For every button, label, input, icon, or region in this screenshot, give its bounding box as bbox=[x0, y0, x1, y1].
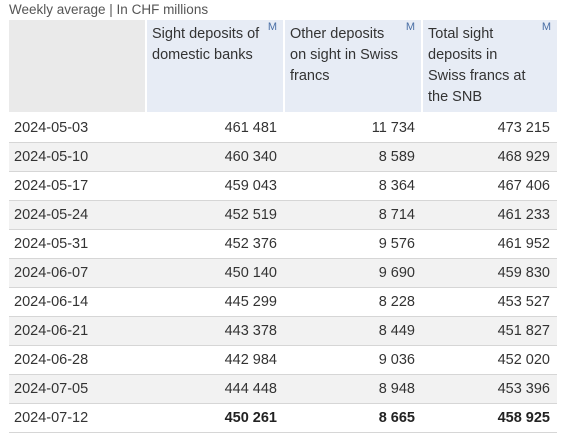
domestic-banks-cell: 442 984 bbox=[146, 345, 284, 375]
domestic-banks-cell: 443 378 bbox=[146, 316, 284, 346]
date-cell: 2024-06-14 bbox=[9, 287, 146, 317]
total-deposits-cell: 473 215 bbox=[422, 112, 557, 143]
other-deposits-cell: 8 665 bbox=[284, 403, 422, 433]
domestic-banks-cell: 445 299 bbox=[146, 287, 284, 317]
domestic-banks-cell: 444 448 bbox=[146, 374, 284, 404]
other-deposits-cell: 8 948 bbox=[284, 374, 422, 404]
total-deposits-cell: 461 952 bbox=[422, 229, 557, 259]
domestic-banks-cell: 450 261 bbox=[146, 403, 284, 433]
header-other-deposits: Other deposits on sight in Swiss francs … bbox=[283, 20, 422, 113]
date-cell: 2024-05-10 bbox=[9, 142, 146, 172]
table-body: 2024-05-03 461 481 11 734 473 215 2024-0… bbox=[9, 112, 557, 433]
other-deposits-cell: 8 364 bbox=[284, 171, 422, 201]
total-deposits-cell: 468 929 bbox=[422, 142, 557, 172]
domestic-banks-cell: 452 519 bbox=[146, 200, 284, 230]
table-row-latest: 2024-07-12 450 261 8 665 458 925 bbox=[9, 403, 557, 433]
total-deposits-cell: 467 406 bbox=[422, 171, 557, 201]
date-cell: 2024-06-07 bbox=[9, 258, 146, 288]
header-label: Sight deposits of domestic banks bbox=[152, 26, 260, 63]
date-cell: 2024-07-05 bbox=[9, 374, 146, 404]
other-deposits-cell: 9 690 bbox=[284, 258, 422, 288]
monthly-flag-link[interactable]: M bbox=[541, 21, 551, 33]
domestic-banks-cell: 461 481 bbox=[146, 112, 284, 143]
date-cell: 2024-06-28 bbox=[9, 345, 146, 375]
table-row: 2024-05-17 459 043 8 364 467 406 bbox=[9, 171, 557, 201]
sight-deposits-table: Sight deposits of domestic banks M Other… bbox=[9, 20, 557, 433]
header-label: Total sight deposits in Swiss francs at … bbox=[428, 26, 526, 105]
header-corner bbox=[9, 20, 146, 113]
table-row: 2024-06-28 442 984 9 036 452 020 bbox=[9, 345, 557, 375]
domestic-banks-cell: 450 140 bbox=[146, 258, 284, 288]
date-cell: 2024-05-31 bbox=[9, 229, 146, 259]
header-label: Other deposits on sight in Swiss francs bbox=[290, 26, 398, 84]
table-row: 2024-05-31 452 376 9 576 461 952 bbox=[9, 229, 557, 259]
total-deposits-cell: 459 830 bbox=[422, 258, 557, 288]
table-caption: Weekly average | In CHF millions bbox=[9, 2, 209, 17]
date-cell: 2024-06-21 bbox=[9, 316, 146, 346]
monthly-flag-link[interactable]: M bbox=[405, 21, 415, 33]
monthly-flag-link[interactable]: M bbox=[267, 21, 277, 33]
table-row: 2024-05-03 461 481 11 734 473 215 bbox=[9, 112, 557, 143]
other-deposits-cell: 8 228 bbox=[284, 287, 422, 317]
total-deposits-cell: 451 827 bbox=[422, 316, 557, 346]
table-row: 2024-06-21 443 378 8 449 451 827 bbox=[9, 316, 557, 346]
table-row: 2024-05-24 452 519 8 714 461 233 bbox=[9, 200, 557, 230]
other-deposits-cell: 9 576 bbox=[284, 229, 422, 259]
header-total-deposits: Total sight deposits in Swiss francs at … bbox=[421, 20, 557, 113]
date-cell: 2024-05-24 bbox=[9, 200, 146, 230]
table-row: 2024-06-14 445 299 8 228 453 527 bbox=[9, 287, 557, 317]
domestic-banks-cell: 460 340 bbox=[146, 142, 284, 172]
total-deposits-cell: 458 925 bbox=[422, 403, 557, 433]
total-deposits-cell: 453 396 bbox=[422, 374, 557, 404]
total-deposits-cell: 452 020 bbox=[422, 345, 557, 375]
total-deposits-cell: 461 233 bbox=[422, 200, 557, 230]
header-domestic-banks: Sight deposits of domestic banks M bbox=[145, 20, 284, 113]
header-row: Sight deposits of domestic banks M Other… bbox=[9, 20, 557, 113]
total-deposits-cell: 453 527 bbox=[422, 287, 557, 317]
other-deposits-cell: 8 589 bbox=[284, 142, 422, 172]
table-row: 2024-06-07 450 140 9 690 459 830 bbox=[9, 258, 557, 288]
other-deposits-cell: 8 714 bbox=[284, 200, 422, 230]
other-deposits-cell: 11 734 bbox=[284, 112, 422, 143]
domestic-banks-cell: 459 043 bbox=[146, 171, 284, 201]
date-cell: 2024-05-17 bbox=[9, 171, 146, 201]
other-deposits-cell: 8 449 bbox=[284, 316, 422, 346]
table-row: 2024-07-05 444 448 8 948 453 396 bbox=[9, 374, 557, 404]
table-row: 2024-05-10 460 340 8 589 468 929 bbox=[9, 142, 557, 172]
other-deposits-cell: 9 036 bbox=[284, 345, 422, 375]
date-cell: 2024-07-12 bbox=[9, 403, 146, 433]
date-cell: 2024-05-03 bbox=[9, 112, 146, 143]
domestic-banks-cell: 452 376 bbox=[146, 229, 284, 259]
